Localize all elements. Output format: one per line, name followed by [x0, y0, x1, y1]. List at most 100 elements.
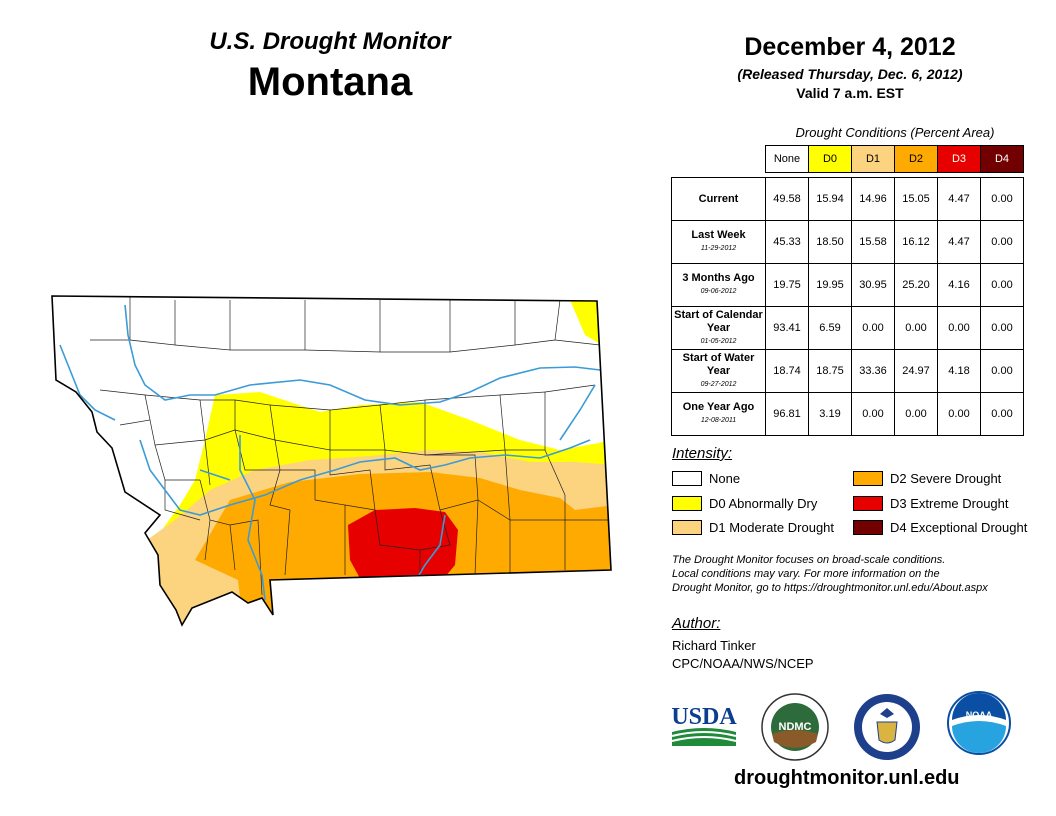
table-caption: Drought Conditions (Percent Area) — [795, 125, 995, 140]
legend-item-d3: D3 Extreme Drought — [853, 496, 1009, 511]
legend-swatch — [672, 520, 702, 535]
row-label: Start of Water Year 09-27-2012 — [671, 349, 766, 393]
commerce-seal-logo — [854, 694, 920, 760]
table-cell: 0.00 — [894, 392, 938, 436]
legend-label: D3 Extreme Drought — [890, 496, 1009, 511]
ndmc-logo-text: NDMC — [779, 721, 812, 733]
table-cell: 19.75 — [765, 263, 809, 307]
usda-logo-text: USDA — [671, 704, 737, 730]
legend-title: Intensity: — [672, 445, 733, 462]
author-title: Author: — [672, 615, 721, 632]
table-cell: 0.00 — [851, 306, 895, 350]
table-cell: 0.00 — [937, 306, 981, 350]
table-cell: 18.75 — [808, 349, 852, 393]
table-cell: 0.00 — [980, 392, 1024, 436]
table-cell: 45.33 — [765, 220, 809, 264]
table-row: Last Week 11-29-2012 45.33 18.50 15.58 16… — [671, 220, 1024, 264]
table-cell: 49.58 — [765, 177, 809, 221]
table-row: One Year Ago 12-08-2011 96.81 3.19 0.00 0… — [671, 392, 1024, 436]
col-header-d2: D2 — [894, 145, 938, 173]
table-corner — [672, 146, 766, 173]
montana-drought-map — [51, 295, 612, 627]
rivers — [59, 304, 601, 601]
table-cell: 15.05 — [894, 177, 938, 221]
table-cell: 24.97 — [894, 349, 938, 393]
row-date: 09-06-2012 — [700, 288, 737, 295]
legend-item-d2: D2 Severe Drought — [853, 471, 1001, 486]
table-cell: 3.19 — [808, 392, 852, 436]
row-label: Current — [671, 177, 766, 221]
table-cell: 0.00 — [851, 392, 895, 436]
row-date: 12-08-2011 — [700, 417, 737, 424]
ndmc-logo: NDMC — [761, 693, 829, 761]
table-cell: 0.00 — [980, 349, 1024, 393]
state-border — [51, 295, 612, 627]
legend-item-d0: D0 Abnormally Dry — [672, 496, 817, 511]
noaa-logo: NOAA — [947, 691, 1011, 755]
legend-item-none: None — [672, 471, 740, 486]
legend-label: D4 Exceptional Drought — [890, 520, 1028, 535]
table-cell: 30.95 — [851, 263, 895, 307]
legend-label: None — [709, 471, 741, 486]
legend-swatch — [672, 471, 702, 486]
table-cell: 93.41 — [765, 306, 809, 350]
table-row: Start of Calendar Year 01-05-2012 93.41 6… — [671, 306, 1024, 350]
row-date: 09-27-2012 — [700, 380, 737, 388]
row-label-text: Current — [698, 192, 739, 205]
map-header: U.S. Drought Monitor Montana — [150, 28, 510, 105]
monitor-title: U.S. Drought Monitor — [209, 28, 451, 55]
col-header-none: None — [765, 145, 809, 173]
table-cell: 0.00 — [980, 263, 1024, 307]
table-cell: 0.00 — [894, 306, 938, 350]
note-line: The Drought Monitor focuses on broad-sca… — [672, 554, 946, 566]
row-label-text: Last Week — [691, 229, 746, 241]
table-cell: 4.47 — [937, 220, 981, 264]
note-line[interactable]: Drought Monitor, go to https://droughtmo… — [672, 582, 988, 594]
table-cell: 33.36 — [851, 349, 895, 393]
date-header: December 4, 2012 (Released Thursday, Dec… — [676, 33, 1024, 101]
table-cell: 18.74 — [765, 349, 809, 393]
row-label: One Year Ago 12-08-2011 — [671, 392, 766, 436]
row-label-text: Start of Water Year — [682, 351, 755, 377]
website-link[interactable]: droughtmonitor.unl.edu — [734, 767, 960, 789]
row-label: Last Week 11-29-2012 — [671, 220, 766, 264]
legend-swatch — [853, 496, 883, 511]
table-cell: 0.00 — [980, 177, 1024, 221]
col-header-d4: D4 — [980, 145, 1024, 173]
author-org: CPC/NOAA/NWS/NCEP — [672, 656, 814, 671]
drought-conditions-table: None D0 D1 D2 D3 D4 Current 49.58 15.94 … — [671, 145, 1024, 436]
row-date: 01-05-2012 — [700, 337, 737, 345]
legend-item-d1: D1 Moderate Drought — [672, 520, 834, 535]
table-cell: 4.16 — [937, 263, 981, 307]
legend-label: D1 Moderate Drought — [709, 520, 835, 535]
table-cell: 6.59 — [808, 306, 852, 350]
release-date: (Released Thursday, Dec. 6, 2012) — [737, 66, 963, 82]
table-cell: 18.50 — [808, 220, 852, 264]
noaa-logo-text: NOAA — [966, 710, 993, 720]
info-note: The Drought Monitor focuses on broad-sca… — [672, 553, 1044, 595]
table-cell: 15.94 — [808, 177, 852, 221]
row-label-text: 3 Months Ago — [682, 272, 755, 284]
legend-label: D0 Abnormally Dry — [709, 496, 818, 511]
row-label-text: One Year Ago — [682, 401, 755, 413]
table-cell: 14.96 — [851, 177, 895, 221]
valid-time: Valid 7 a.m. EST — [796, 85, 904, 101]
county-lines — [90, 297, 610, 596]
table-row: 3 Months Ago 09-06-2012 19.75 19.95 30.95… — [671, 263, 1024, 307]
table-cell: 25.20 — [894, 263, 938, 307]
table-cell: 0.00 — [980, 306, 1024, 350]
row-label: Start of Calendar Year 01-05-2012 — [671, 306, 766, 350]
usda-logo: USDA — [671, 704, 737, 746]
row-label: 3 Months Ago 09-06-2012 — [671, 263, 766, 307]
table-cell: 19.95 — [808, 263, 852, 307]
col-header-d1: D1 — [851, 145, 895, 173]
legend-swatch — [853, 471, 883, 486]
table-header-row: None D0 D1 D2 D3 D4 — [672, 145, 1024, 173]
author-name: Richard Tinker — [672, 638, 756, 653]
table-cell: 4.18 — [937, 349, 981, 393]
row-date: 11-29-2012 — [700, 245, 737, 252]
table-row: Current 49.58 15.94 14.96 15.05 4.47 0.0… — [671, 177, 1024, 221]
legend-swatch — [672, 496, 702, 511]
table-cell: 0.00 — [937, 392, 981, 436]
col-header-d3: D3 — [937, 145, 981, 173]
